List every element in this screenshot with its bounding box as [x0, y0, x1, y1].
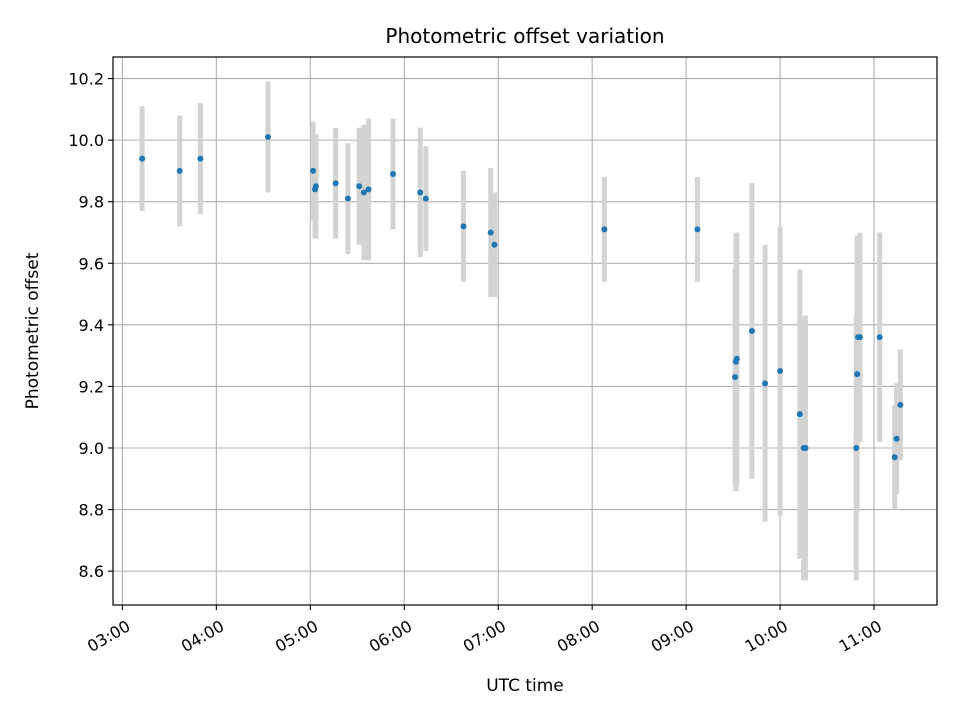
- data-points: [139, 134, 904, 461]
- data-point: [176, 167, 183, 174]
- y-tick-label: 8.8: [79, 501, 104, 520]
- data-point: [893, 435, 900, 442]
- data-point: [748, 328, 755, 334]
- data-point: [356, 183, 363, 190]
- data-point: [422, 195, 429, 202]
- data-point: [856, 334, 863, 341]
- data-point: [365, 186, 372, 193]
- data-point: [694, 226, 701, 233]
- y-tick-label: 9.2: [79, 377, 104, 396]
- data-point: [853, 444, 860, 451]
- data-point: [731, 374, 738, 381]
- data-point: [733, 355, 740, 362]
- data-point: [601, 226, 608, 233]
- data-point: [310, 167, 317, 174]
- data-point: [854, 371, 861, 378]
- data-point: [344, 195, 351, 202]
- chart-title: Photometric offset variation: [385, 24, 664, 48]
- y-tick-label: 9.4: [79, 316, 104, 335]
- data-point: [491, 241, 498, 248]
- data-point: [389, 170, 396, 177]
- data-point: [360, 189, 367, 196]
- data-point: [332, 180, 339, 187]
- data-point: [197, 155, 204, 162]
- data-point: [417, 189, 424, 196]
- data-point: [312, 183, 319, 190]
- data-point: [876, 334, 883, 341]
- data-point: [762, 380, 769, 387]
- y-tick-label: 9.0: [79, 439, 104, 458]
- y-tick-label: 10.0: [68, 131, 104, 150]
- data-point: [897, 401, 904, 408]
- data-point: [777, 368, 784, 375]
- x-axis-label: UTC time: [486, 676, 564, 696]
- y-tick-label: 9.8: [79, 193, 104, 212]
- y-axis-label: Photometric offset: [23, 252, 43, 409]
- y-tick-label: 8.6: [79, 562, 104, 581]
- data-point: [139, 155, 146, 162]
- data-point: [796, 411, 803, 418]
- y-axis-ticks: 8.6 8.8 9.0 9.2 9.4 9.6 9.8 10.0 10.2: [68, 70, 113, 581]
- plot-frame: [112, 56, 938, 606]
- data-point: [460, 223, 467, 230]
- data-point: [891, 454, 898, 461]
- y-tick-label: 9.6: [79, 254, 104, 273]
- y-tick-label: 10.2: [68, 70, 104, 89]
- data-point: [487, 229, 494, 236]
- data-point: [802, 444, 809, 451]
- data-point: [265, 134, 272, 141]
